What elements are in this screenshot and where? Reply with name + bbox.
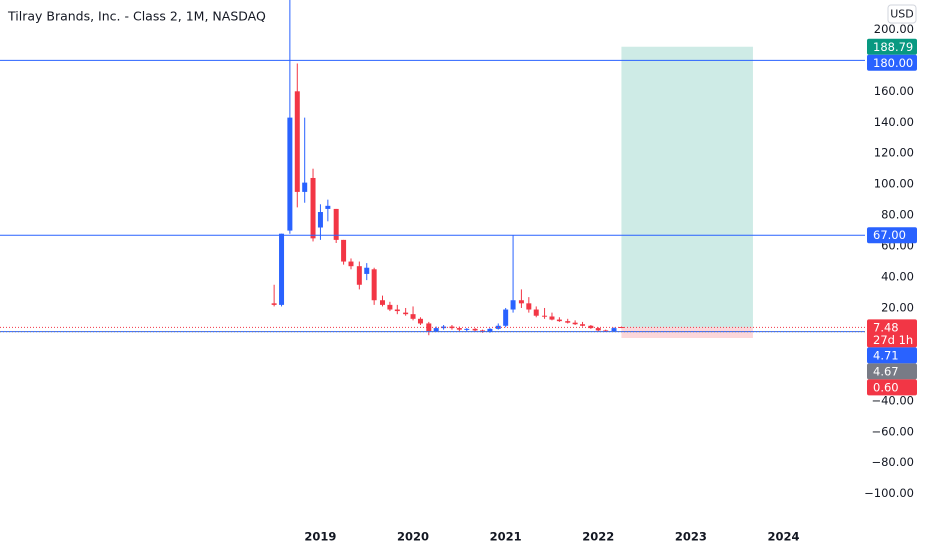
candle-body xyxy=(526,303,532,310)
loss-zone xyxy=(621,327,753,338)
y-tick-label: 100.00 xyxy=(874,177,914,191)
candle-body xyxy=(595,328,601,331)
price-label-box xyxy=(867,319,917,348)
candle-body xyxy=(572,322,578,325)
price-label-box xyxy=(867,54,917,71)
y-tick-label: 140.00 xyxy=(874,115,914,129)
price-label: 180.00 xyxy=(873,56,913,70)
candle-body xyxy=(356,266,362,285)
candle-body xyxy=(449,326,455,329)
candle-body xyxy=(364,267,370,274)
candle-body xyxy=(503,309,509,326)
price-label-box xyxy=(867,347,917,364)
candle-body xyxy=(456,328,462,330)
candle-body xyxy=(287,117,293,231)
candle-body xyxy=(410,314,416,319)
candle-body xyxy=(271,303,277,305)
price-label-box xyxy=(867,38,917,55)
candle-body xyxy=(348,261,354,267)
candle-body xyxy=(379,300,385,305)
x-tick-label: 2022 xyxy=(582,530,614,544)
candle-body xyxy=(302,182,308,192)
candle-body xyxy=(294,91,300,192)
candle-body xyxy=(611,328,617,332)
y-tick-label: 120.00 xyxy=(874,146,914,160)
y-tick-label: −80.00 xyxy=(871,455,914,469)
y-tick-label: 20.00 xyxy=(881,300,914,314)
candle-body xyxy=(464,328,470,330)
y-tick-label: −60.00 xyxy=(871,424,914,438)
countdown: 27d 1h xyxy=(873,333,913,347)
x-tick-label: 2021 xyxy=(490,530,522,544)
candle-body xyxy=(580,324,586,326)
price-label-box xyxy=(867,227,917,244)
candle-body xyxy=(565,321,571,323)
candle-body xyxy=(472,328,478,331)
candle-body xyxy=(549,316,555,320)
candle-body xyxy=(603,330,609,332)
currency-box[interactable] xyxy=(887,4,917,24)
candle-body xyxy=(325,205,331,209)
x-tick-label: 2020 xyxy=(397,530,429,544)
price-label: 67.00 xyxy=(873,228,906,242)
profit-zone xyxy=(621,46,753,328)
candle-body xyxy=(394,309,400,312)
price-label-box xyxy=(867,379,917,396)
candle-body xyxy=(403,312,409,315)
candle-body xyxy=(371,269,377,301)
price-label: 4.67 xyxy=(873,364,899,378)
candle-body xyxy=(426,323,432,332)
candle-body xyxy=(487,328,493,332)
y-tick-label: −40.00 xyxy=(871,393,914,407)
y-tick-label: 160.00 xyxy=(874,84,914,98)
candle-body xyxy=(279,233,285,305)
chart-title: Tilray Brands, Inc. - Class 2, 1M, NASDA… xyxy=(7,9,266,24)
candle-body xyxy=(310,177,316,239)
candle-body xyxy=(510,300,516,310)
price-label: 0.60 xyxy=(873,380,899,394)
candle-body xyxy=(556,319,562,322)
candle-body xyxy=(542,315,548,317)
candle-body xyxy=(417,318,423,324)
y-tick-label: −100.00 xyxy=(864,486,914,500)
x-tick-label: 2024 xyxy=(767,530,799,544)
price-label-box xyxy=(867,363,917,380)
price-label: 7.48 xyxy=(873,320,899,334)
candle-body xyxy=(317,212,323,228)
candle-body xyxy=(387,304,393,310)
candle-body xyxy=(533,309,539,316)
candle-body xyxy=(433,328,439,332)
candle-body xyxy=(441,326,447,329)
candle-body xyxy=(341,239,347,262)
y-tick-label: 200.00 xyxy=(874,22,914,36)
plot-area xyxy=(0,0,865,338)
price-label: 4.71 xyxy=(873,348,899,362)
candle-body xyxy=(518,300,524,304)
y-tick-label: 40.00 xyxy=(881,270,914,284)
x-tick-label: 2023 xyxy=(675,530,707,544)
y-tick-label: 80.00 xyxy=(881,208,914,222)
candle-body xyxy=(333,208,339,240)
currency: USD xyxy=(890,8,914,21)
candle-body xyxy=(588,325,594,329)
x-tick-label: 2019 xyxy=(304,530,336,544)
price-label: 188.79 xyxy=(873,40,913,54)
